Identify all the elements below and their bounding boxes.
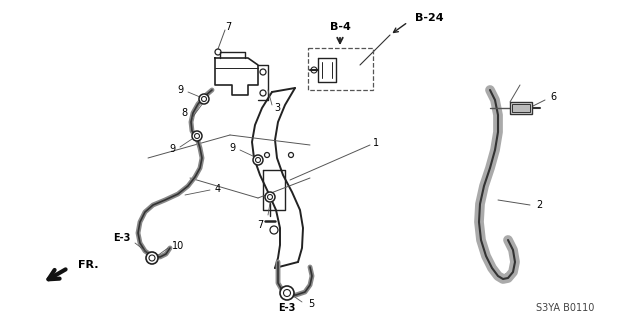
Text: E-3: E-3 bbox=[278, 303, 296, 313]
Text: 7: 7 bbox=[257, 220, 263, 230]
Text: 4: 4 bbox=[215, 184, 221, 194]
Bar bbox=[308, 48, 373, 90]
Text: 8: 8 bbox=[181, 108, 187, 118]
Circle shape bbox=[253, 155, 263, 165]
Text: 3: 3 bbox=[274, 103, 280, 113]
Text: 9: 9 bbox=[169, 144, 175, 154]
Text: FR.: FR. bbox=[78, 260, 99, 270]
Text: E-3: E-3 bbox=[113, 233, 131, 243]
Text: 9: 9 bbox=[229, 143, 235, 153]
Text: 5: 5 bbox=[308, 299, 314, 309]
Text: S3YA B0110: S3YA B0110 bbox=[536, 303, 594, 313]
Text: 2: 2 bbox=[536, 200, 542, 210]
Circle shape bbox=[280, 286, 294, 300]
Circle shape bbox=[146, 252, 158, 264]
Circle shape bbox=[199, 94, 209, 104]
Circle shape bbox=[265, 192, 275, 202]
Text: 7: 7 bbox=[225, 22, 231, 32]
Text: 6: 6 bbox=[550, 92, 556, 102]
Circle shape bbox=[192, 131, 202, 141]
Text: B-4: B-4 bbox=[330, 22, 351, 32]
Text: B-24: B-24 bbox=[415, 13, 444, 23]
Bar bbox=[510, 102, 532, 114]
Text: 1: 1 bbox=[373, 138, 379, 148]
Text: 10: 10 bbox=[172, 241, 184, 251]
Text: 9: 9 bbox=[177, 85, 183, 95]
Bar bbox=[512, 104, 530, 112]
